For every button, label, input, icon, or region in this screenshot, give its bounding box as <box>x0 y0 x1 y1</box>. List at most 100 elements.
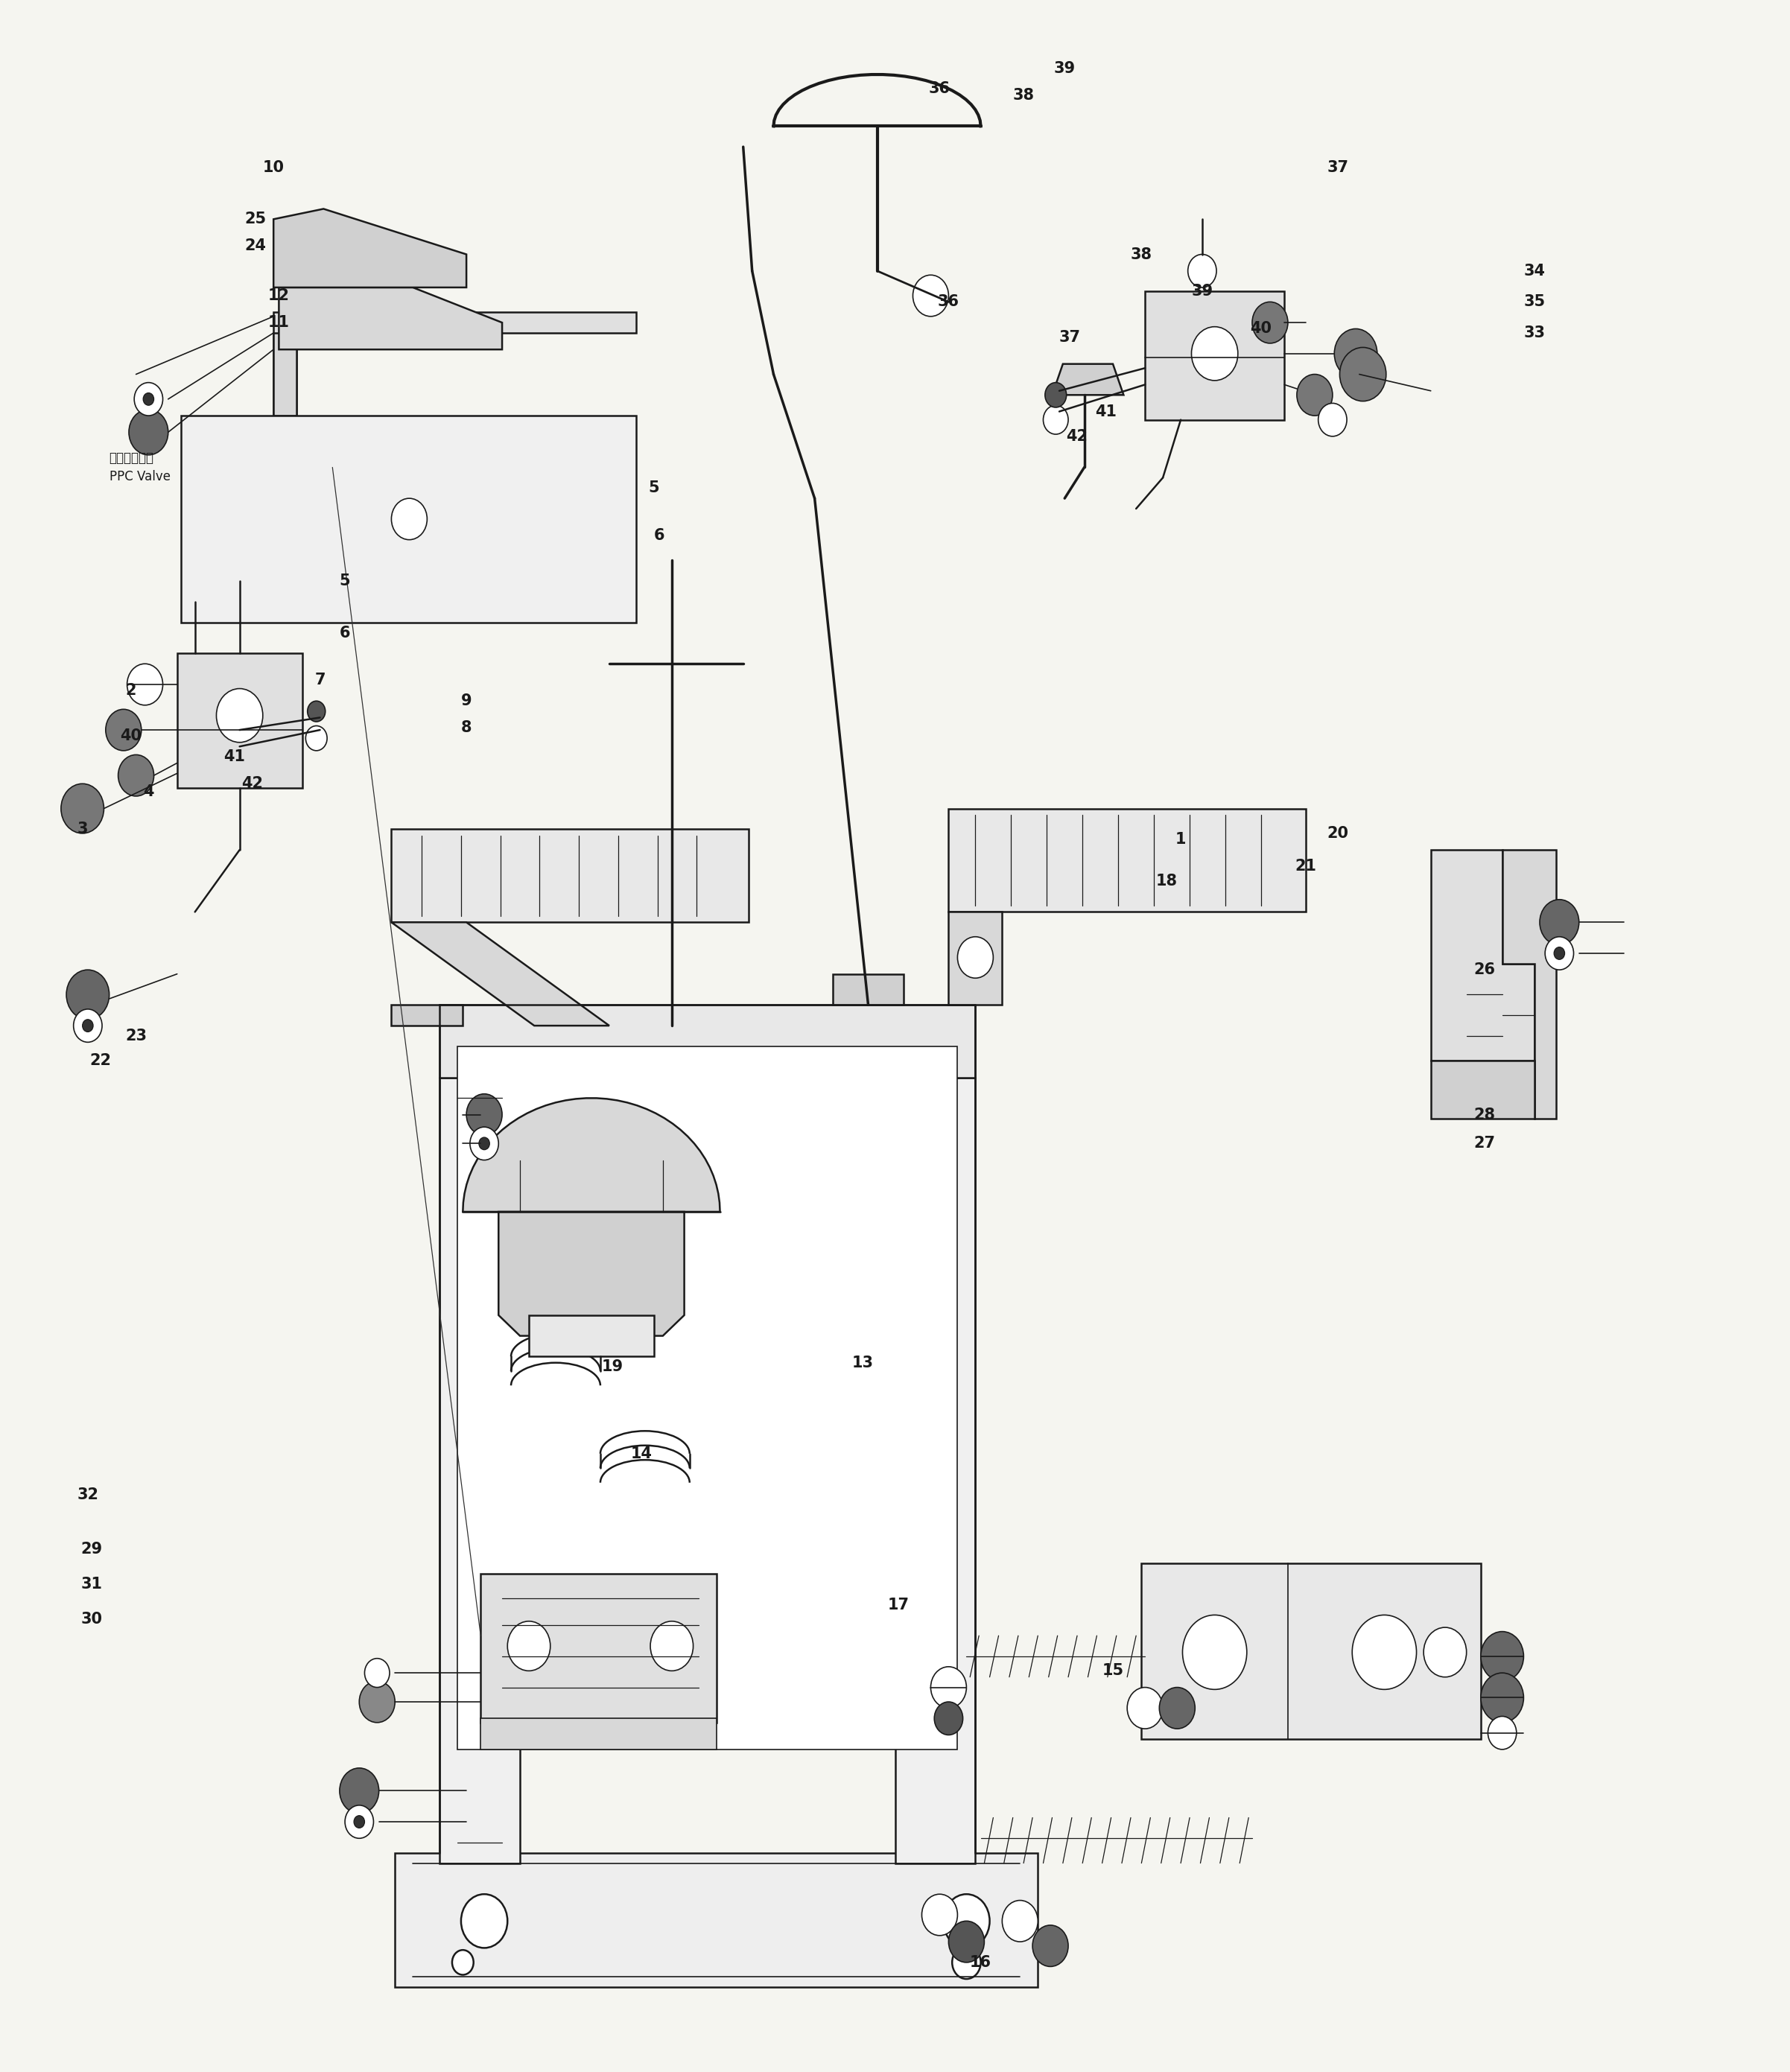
Circle shape <box>1183 1614 1248 1689</box>
Text: 12: 12 <box>268 288 290 303</box>
Circle shape <box>931 1666 967 1707</box>
Polygon shape <box>440 1005 976 1077</box>
Text: 40: 40 <box>1249 321 1273 336</box>
Circle shape <box>943 1894 990 1948</box>
Circle shape <box>650 1620 693 1670</box>
Text: 29: 29 <box>81 1542 102 1556</box>
Text: 30: 30 <box>81 1612 102 1627</box>
Text: 7: 7 <box>315 673 326 688</box>
Text: 38: 38 <box>1013 87 1035 104</box>
Text: 16: 16 <box>970 1956 992 1970</box>
Circle shape <box>1487 1716 1516 1749</box>
Text: 24: 24 <box>245 238 267 253</box>
Polygon shape <box>274 209 467 288</box>
Text: 39: 39 <box>1054 60 1076 77</box>
Circle shape <box>73 1009 102 1042</box>
Polygon shape <box>392 829 748 922</box>
Polygon shape <box>177 653 303 787</box>
Polygon shape <box>832 974 904 1005</box>
Text: 32: 32 <box>77 1488 98 1502</box>
Text: 15: 15 <box>1103 1664 1124 1678</box>
Text: 13: 13 <box>852 1355 874 1370</box>
Circle shape <box>934 1701 963 1734</box>
Circle shape <box>1044 406 1069 435</box>
Circle shape <box>952 1946 981 1979</box>
Circle shape <box>392 499 428 539</box>
Circle shape <box>106 709 141 750</box>
Text: 8: 8 <box>462 721 473 736</box>
Text: 25: 25 <box>245 211 267 226</box>
Circle shape <box>1423 1627 1466 1676</box>
Circle shape <box>217 688 263 742</box>
Text: 20: 20 <box>1326 827 1348 841</box>
Polygon shape <box>895 1077 976 1863</box>
Polygon shape <box>1142 1562 1480 1738</box>
Bar <box>458 1046 958 1749</box>
Text: 35: 35 <box>1523 294 1545 309</box>
Text: 40: 40 <box>120 729 141 744</box>
Text: ＰＰＣバルブ
PPC Valve: ＰＰＣバルブ PPC Valve <box>109 452 170 483</box>
Circle shape <box>1253 303 1287 344</box>
Text: 31: 31 <box>81 1577 102 1591</box>
Text: 3: 3 <box>77 823 88 837</box>
Circle shape <box>1339 348 1385 402</box>
Circle shape <box>480 1138 490 1150</box>
Circle shape <box>453 1950 474 1975</box>
Circle shape <box>462 1894 508 1948</box>
Circle shape <box>1351 1614 1416 1689</box>
Text: 41: 41 <box>224 750 245 765</box>
Text: 23: 23 <box>125 1028 147 1044</box>
Text: 6: 6 <box>340 626 351 640</box>
Circle shape <box>82 1019 93 1032</box>
Circle shape <box>1002 1900 1038 1941</box>
Circle shape <box>61 783 104 833</box>
Circle shape <box>143 394 154 406</box>
Polygon shape <box>482 1718 716 1749</box>
Text: 22: 22 <box>90 1053 111 1069</box>
Text: 1: 1 <box>1176 833 1187 847</box>
Circle shape <box>118 754 154 796</box>
Polygon shape <box>949 912 1002 1005</box>
Polygon shape <box>949 808 1305 912</box>
Circle shape <box>467 1094 503 1135</box>
Circle shape <box>1480 1631 1523 1680</box>
Text: 18: 18 <box>1156 874 1178 889</box>
Circle shape <box>1192 327 1239 381</box>
Text: 37: 37 <box>1060 329 1081 344</box>
Circle shape <box>1128 1687 1164 1728</box>
Text: 14: 14 <box>630 1446 652 1461</box>
Circle shape <box>345 1805 374 1838</box>
Text: 41: 41 <box>1095 404 1117 419</box>
Polygon shape <box>274 334 297 416</box>
Polygon shape <box>1053 365 1124 396</box>
Polygon shape <box>464 1098 720 1212</box>
Circle shape <box>360 1680 396 1722</box>
Text: 36: 36 <box>938 294 959 309</box>
Circle shape <box>354 1815 365 1828</box>
Circle shape <box>471 1127 499 1160</box>
Polygon shape <box>482 1573 716 1722</box>
Text: 42: 42 <box>1067 429 1088 443</box>
Polygon shape <box>274 313 635 416</box>
Text: 4: 4 <box>143 785 154 800</box>
Circle shape <box>1545 937 1573 970</box>
Text: 6: 6 <box>653 528 664 543</box>
Circle shape <box>1554 947 1564 959</box>
Circle shape <box>66 970 109 1019</box>
Circle shape <box>1045 383 1067 408</box>
Circle shape <box>958 937 993 978</box>
Text: 39: 39 <box>1192 284 1214 298</box>
Text: 42: 42 <box>242 777 263 792</box>
Text: 19: 19 <box>601 1359 623 1374</box>
Text: 5: 5 <box>648 481 659 495</box>
Circle shape <box>1189 255 1217 288</box>
Text: 9: 9 <box>462 694 473 709</box>
Polygon shape <box>440 1077 519 1863</box>
Text: 28: 28 <box>1473 1106 1495 1123</box>
Circle shape <box>1033 1925 1069 1966</box>
Polygon shape <box>279 288 503 350</box>
Circle shape <box>306 725 328 750</box>
Circle shape <box>1317 404 1346 437</box>
Circle shape <box>1539 899 1579 945</box>
Circle shape <box>1160 1687 1196 1728</box>
